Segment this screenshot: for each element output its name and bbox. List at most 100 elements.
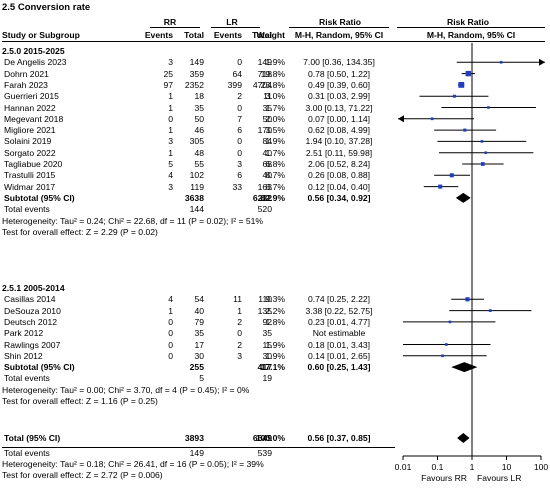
weight-cell: 8.7% [265,170,285,181]
study-name: Tagliabue 2020 [4,159,63,169]
favours-right-label: Favours LR [477,473,521,483]
study-point-marker [499,60,503,64]
study-point-marker [441,354,444,358]
lr-total-cell: 170 [257,125,272,136]
rr-events-cell: 25 [163,68,173,79]
favours-left-label: Favours RR [421,473,467,483]
overall-effect-text: Test for overall effect: Z = 1.16 (P = 0… [2,396,158,406]
lr-total-cell: 92 [262,316,272,327]
study-name: Farah 2023 [4,79,48,90]
rr-total-cell: 149 [189,57,204,68]
total-lr-total: 6649 [252,433,272,443]
x-tick-label: 10 [502,462,512,472]
total-events-lr: 539 [257,448,272,458]
study-name: Widmar 2017 [4,181,56,192]
total-weight: 100.0% [255,433,285,443]
weight-cell: 1.9% [265,57,285,68]
rr-events-cell: 3 [168,57,173,68]
rr-total-cell: 2352 [184,79,204,90]
method-col-header: M-H, Random, 95% CI [294,30,384,40]
rr-total-cell: 54 [194,294,204,305]
weight-cell: 1.9% [265,136,285,147]
lr-header-rule [211,27,260,28]
total-ci: 0.56 [0.37, 0.85] [307,433,371,443]
lr-events-cell: 7 [237,113,242,124]
lr-total-cell: 40 [262,170,272,181]
subtotal-lr-total: 6232 [252,192,272,203]
lr-events-header: Events [213,30,242,40]
rr-events-cell: 0 [168,316,173,327]
ci-cell: 0.14 [0.01, 2.65] [307,350,371,361]
pooled-estimate-diamond [451,362,478,373]
total-events-rr: 149 [189,448,204,458]
lr-events-cell: 2 [237,316,242,327]
study-name: DeSouza 2010 [4,305,61,316]
lr-events-cell: 399 [227,79,242,90]
weight-cell: 6.8% [265,159,285,169]
lr-total-cell: 35 [262,328,272,339]
rr-total-cell: 102 [189,170,204,181]
rr-total-cell: 35 [194,102,204,113]
lr-events-cell: 6 [237,170,242,181]
rr-total-cell: 79 [194,316,204,327]
lr-total-cell: 11 [263,91,272,102]
total-events-lr: 520 [257,204,272,215]
overall-effect-text: Test for overall effect: Z = 2.72 (P = 0… [2,470,163,480]
ci-cell: 0.31 [0.03, 2.99] [307,91,371,102]
study-name: Deutsch 2012 [4,316,58,327]
lr-total-cell: 68 [262,159,272,169]
rr-total-cell: 359 [189,68,204,79]
rr-events-cell: 0 [168,328,173,339]
ci-cell: 2.06 [0.52, 8.24] [307,159,371,169]
ci-cell: 1.94 [0.10, 37.28] [305,136,373,147]
weight-cell: 3.0% [265,91,285,102]
study-point-marker [465,297,470,302]
weight-cell: 1.8% [265,316,285,327]
study-point-marker [452,94,456,98]
column-header-rule [2,41,545,42]
ci-cell: 0.26 [0.08, 0.88] [307,170,371,181]
ci-right-arrow [539,58,545,66]
study-point-marker [487,106,490,109]
x-tick-label: 0.01 [395,462,412,472]
study-name: Guerrieri 2015 [4,91,59,102]
lr-events-cell: 2 [237,339,242,350]
rr-events-cell: 3 [168,136,173,147]
weight-cell: 2.0% [265,113,285,124]
ci-left-arrow [398,115,404,123]
rr-total-cell: 46 [194,125,204,136]
subtotal-rr-total: 255 [189,362,204,373]
rr-col-header-rule [289,27,389,28]
lr-total-cell: 163 [257,181,272,192]
study-name: Migliore 2021 [4,125,56,136]
subgroup-title: 2.5.0 2015-2025 [2,46,65,56]
study-point-marker [449,173,454,178]
study-point-marker [458,82,465,88]
table-bottom-rule [2,447,395,448]
rr-total-header: Total [184,30,204,40]
lr-total-cell: 84 [262,136,272,147]
study-point-marker [484,151,488,154]
rr-total-cell: 119 [190,181,204,192]
lr-total-cell: 40 [262,147,272,158]
lr-total-cell: 50 [262,113,272,124]
risk-ratio-plot-header: Risk Ratio [446,17,490,27]
lr-events-cell: 1 [237,305,242,316]
study-name: Dohrn 2021 [4,68,49,79]
group-lr-header: LR [226,17,238,27]
total-events-label: Total events [4,373,50,384]
subtotal-ci: 0.56 [0.34, 0.92] [307,192,371,203]
group-rr-header: RR [163,17,177,27]
ci-cell: 0.07 [0.00, 1.14] [307,113,371,124]
weight-cell: 1.9% [265,339,285,350]
heterogeneity-text: Heterogeneity: Tau² = 0.00; Chi² = 3.70,… [2,384,250,395]
rr-events-cell: 4 [168,170,173,181]
study-header: Study or Subgroup [2,30,80,40]
subtotal-label: Subtotal (95% CI) [4,362,75,373]
rr-total-cell: 17 [194,339,204,350]
lr-total-cell: 718 [257,68,272,79]
x-tick-label: 100 [534,462,549,472]
lr-events-cell: 3 [237,159,242,169]
study-name: Rawlings 2007 [4,339,61,350]
